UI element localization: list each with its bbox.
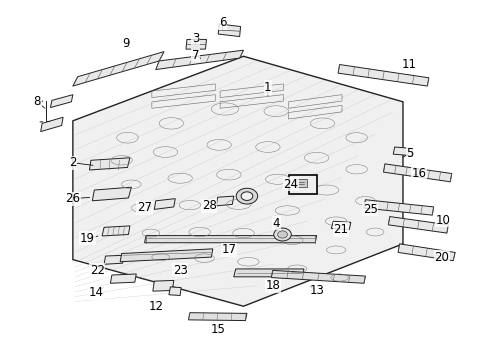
Polygon shape bbox=[294, 179, 306, 187]
Text: 11: 11 bbox=[401, 58, 416, 71]
Polygon shape bbox=[144, 235, 316, 243]
Text: 10: 10 bbox=[435, 214, 450, 227]
Text: 3: 3 bbox=[192, 32, 199, 45]
Text: 4: 4 bbox=[272, 216, 279, 230]
Text: 28: 28 bbox=[202, 199, 216, 212]
Text: 19: 19 bbox=[80, 231, 95, 244]
Polygon shape bbox=[110, 274, 136, 283]
Text: 16: 16 bbox=[411, 167, 426, 180]
Polygon shape bbox=[397, 244, 454, 261]
Polygon shape bbox=[337, 64, 428, 86]
Text: 6: 6 bbox=[218, 17, 226, 30]
Text: 5: 5 bbox=[406, 147, 413, 159]
Polygon shape bbox=[89, 158, 130, 170]
Text: 9: 9 bbox=[122, 36, 130, 50]
Text: 12: 12 bbox=[148, 300, 163, 313]
Text: 8: 8 bbox=[34, 95, 41, 108]
Polygon shape bbox=[233, 269, 304, 277]
Polygon shape bbox=[392, 147, 412, 156]
Text: 14: 14 bbox=[88, 287, 103, 300]
Text: 21: 21 bbox=[333, 223, 348, 236]
Polygon shape bbox=[92, 187, 131, 201]
Polygon shape bbox=[188, 313, 246, 320]
Polygon shape bbox=[185, 40, 206, 49]
Polygon shape bbox=[153, 280, 173, 291]
Text: 15: 15 bbox=[210, 323, 224, 336]
Text: 22: 22 bbox=[90, 264, 104, 277]
Text: 13: 13 bbox=[308, 284, 324, 297]
Polygon shape bbox=[50, 95, 73, 108]
Polygon shape bbox=[154, 199, 175, 210]
Text: 1: 1 bbox=[264, 81, 271, 94]
Polygon shape bbox=[330, 221, 350, 229]
Polygon shape bbox=[156, 50, 243, 69]
Text: 24: 24 bbox=[283, 178, 298, 191]
Text: 18: 18 bbox=[265, 279, 280, 292]
Polygon shape bbox=[104, 255, 123, 264]
Text: 27: 27 bbox=[137, 202, 152, 215]
Text: 2: 2 bbox=[69, 156, 77, 169]
Polygon shape bbox=[216, 196, 233, 206]
Text: 20: 20 bbox=[434, 251, 448, 264]
Text: 26: 26 bbox=[65, 192, 80, 205]
Polygon shape bbox=[73, 56, 402, 306]
Polygon shape bbox=[363, 200, 433, 215]
FancyBboxPatch shape bbox=[288, 175, 316, 194]
Polygon shape bbox=[41, 117, 63, 132]
Text: 23: 23 bbox=[172, 264, 187, 277]
Circle shape bbox=[277, 231, 287, 238]
Circle shape bbox=[273, 228, 291, 241]
Polygon shape bbox=[383, 164, 451, 182]
Text: 17: 17 bbox=[221, 243, 236, 256]
Text: 25: 25 bbox=[362, 203, 377, 216]
Text: 7: 7 bbox=[192, 49, 199, 62]
Polygon shape bbox=[271, 270, 365, 283]
Polygon shape bbox=[218, 24, 240, 37]
Polygon shape bbox=[168, 287, 181, 296]
Polygon shape bbox=[120, 249, 212, 262]
Polygon shape bbox=[387, 217, 447, 233]
Polygon shape bbox=[102, 226, 130, 236]
Polygon shape bbox=[73, 51, 163, 86]
